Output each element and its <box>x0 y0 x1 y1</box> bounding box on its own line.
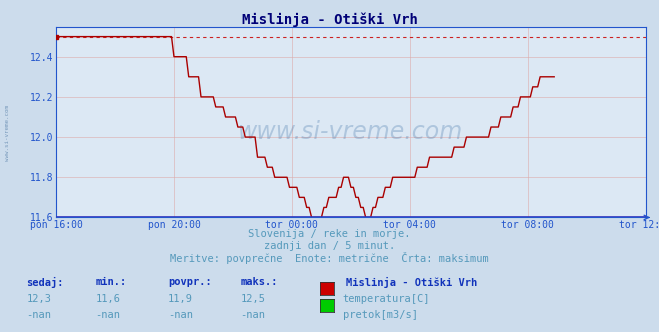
Text: 12,3: 12,3 <box>26 294 51 304</box>
Text: Mislinja - Otiški Vrh: Mislinja - Otiški Vrh <box>346 277 477 288</box>
Text: temperatura[C]: temperatura[C] <box>343 294 430 304</box>
Text: maks.:: maks.: <box>241 277 278 287</box>
Text: Mislinja - Otiški Vrh: Mislinja - Otiški Vrh <box>242 13 417 27</box>
Text: pretok[m3/s]: pretok[m3/s] <box>343 310 418 320</box>
Text: Meritve: povprečne  Enote: metrične  Črta: maksimum: Meritve: povprečne Enote: metrične Črta:… <box>170 252 489 264</box>
Text: min.:: min.: <box>96 277 127 287</box>
Text: 11,6: 11,6 <box>96 294 121 304</box>
Text: 11,9: 11,9 <box>168 294 193 304</box>
Text: sedaj:: sedaj: <box>26 277 64 288</box>
Text: 12,5: 12,5 <box>241 294 266 304</box>
Text: -nan: -nan <box>241 310 266 320</box>
Text: www.si-vreme.com: www.si-vreme.com <box>239 120 463 143</box>
Text: Slovenija / reke in morje.: Slovenija / reke in morje. <box>248 229 411 239</box>
Text: povpr.:: povpr.: <box>168 277 212 287</box>
Text: www.si-vreme.com: www.si-vreme.com <box>5 105 10 161</box>
Text: -nan: -nan <box>26 310 51 320</box>
Text: zadnji dan / 5 minut.: zadnji dan / 5 minut. <box>264 241 395 251</box>
Text: -nan: -nan <box>168 310 193 320</box>
Text: -nan: -nan <box>96 310 121 320</box>
